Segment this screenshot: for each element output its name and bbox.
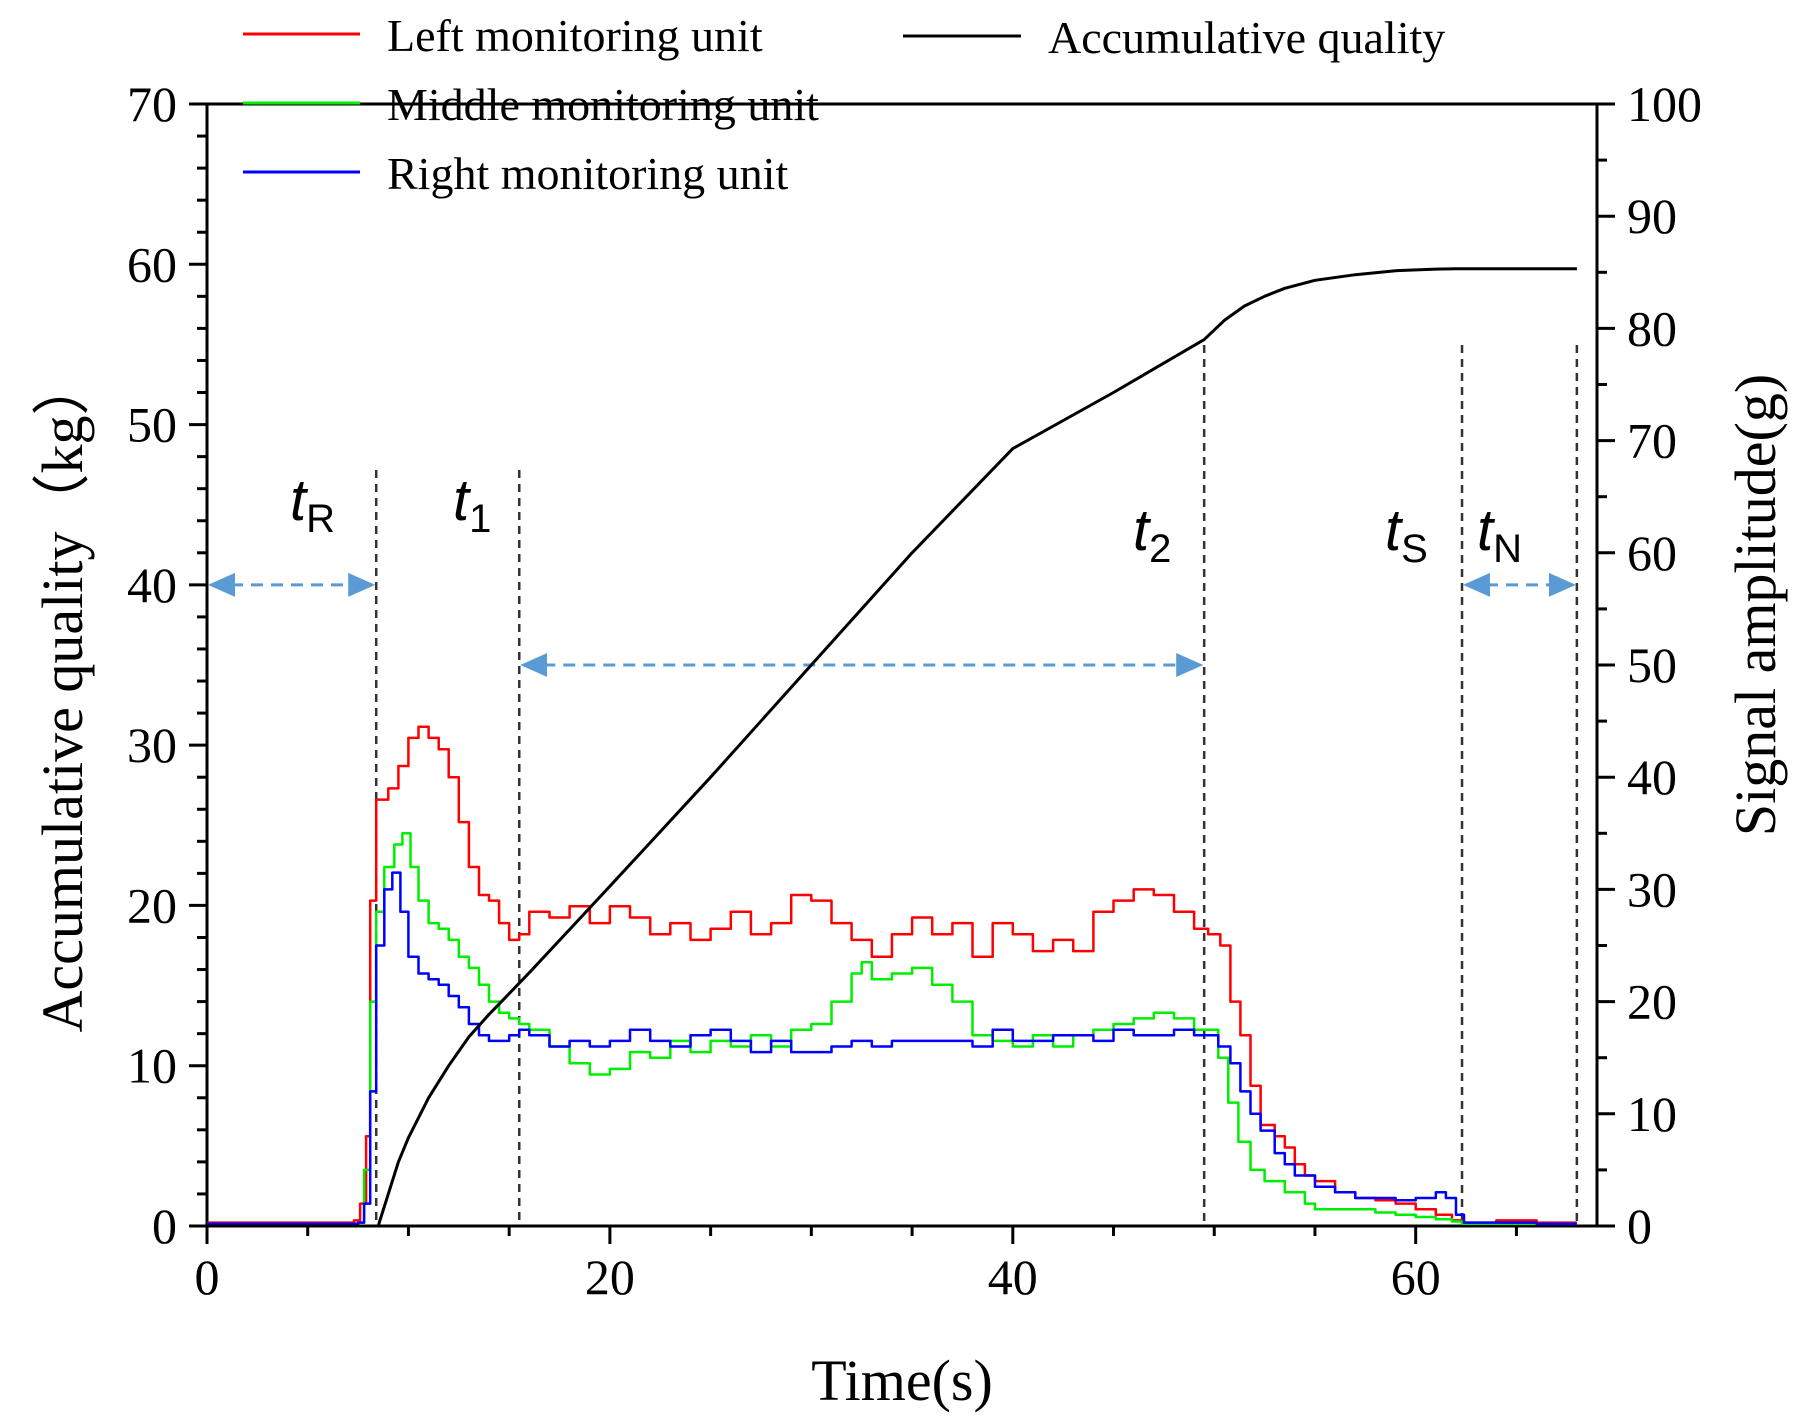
y-left-tick-label: 0 (152, 1198, 177, 1254)
y-right-tick-label: 70 (1627, 413, 1677, 469)
x-axis-title: Time(s) (811, 1348, 993, 1413)
series-line-right-monitoring-unit (207, 871, 1577, 1226)
y-left-tick-label: 20 (127, 877, 177, 933)
x-tick-label: 60 (1391, 1249, 1441, 1305)
marker-label-main: t (290, 468, 309, 533)
y-right-tick-label: 50 (1627, 637, 1677, 693)
y-right-axis-title: Signal amplitude(g) (1723, 374, 1788, 836)
series-line-left-monitoring-unit (207, 725, 1577, 1224)
axes-layer: 0 20 40 60 0 10 20 30 40 50 60 70 0 10 20 30 40 50 60 70 80 9… (127, 76, 1702, 1305)
legend-label: Accumulative quality (1048, 12, 1445, 63)
marker-label-t2: t2 (1133, 498, 1171, 571)
y-right-tick-label: 40 (1627, 749, 1677, 805)
marker-label-sub: S (1401, 527, 1428, 571)
y-right-tick-label: 20 (1627, 974, 1677, 1030)
y-right-tick-label: 80 (1627, 300, 1677, 356)
y-left-tick-label: 10 (127, 1038, 177, 1094)
series-line-middle-monitoring-unit (207, 832, 1577, 1226)
marker-label-main: t (1385, 498, 1404, 563)
marker-lines-layer (208, 345, 1579, 1226)
marker-label-main: t (1477, 498, 1496, 563)
y-left-axis-title: Accumulative quality（kg） (30, 358, 95, 1033)
legend-label: Middle monitoring unit (387, 79, 819, 130)
marker-label-sub: R (306, 497, 335, 541)
series-layer (207, 267, 1577, 1228)
y-right-tick-label: 30 (1627, 861, 1677, 917)
marker-label-main: t (453, 468, 472, 533)
legend-label: Right monitoring unit (387, 148, 788, 199)
y-left-tick-label: 40 (127, 557, 177, 613)
y-left-tick-label: 50 (127, 397, 177, 453)
marker-label-tN: tN (1477, 498, 1522, 571)
marker-label-sub: N (1493, 527, 1522, 571)
x-tick-label: 40 (988, 1249, 1038, 1305)
labels-layer: Time(s) Accumulative quality（kg） Signal am… (30, 358, 1788, 1413)
marker-label-sub: 1 (469, 497, 491, 541)
legend-label: Left monitoring unit (387, 10, 763, 61)
x-tick-label: 20 (585, 1249, 635, 1305)
y-left-tick-label: 70 (127, 76, 177, 132)
y-left-tick-label: 60 (127, 236, 177, 292)
marker-label-tS: tS (1385, 498, 1428, 571)
y-left-tick-label: 30 (127, 717, 177, 773)
y-right-tick-label: 100 (1627, 76, 1702, 132)
marker-label-main: t (1133, 498, 1152, 563)
marker-label-tR: tR (290, 468, 335, 541)
y-right-tick-label: 60 (1627, 525, 1677, 581)
x-tick-label: 0 (195, 1249, 220, 1305)
marker-label-sub: 2 (1149, 527, 1171, 571)
legend: Left monitoring unit Middle monitoring un… (243, 10, 1445, 199)
y-right-tick-label: 10 (1627, 1086, 1677, 1142)
y-right-tick-label: 0 (1627, 1198, 1652, 1254)
y-right-tick-label: 90 (1627, 188, 1677, 244)
series-line-accumulative-quality (207, 267, 1577, 1228)
marker-label-t1: t1 (453, 468, 491, 541)
